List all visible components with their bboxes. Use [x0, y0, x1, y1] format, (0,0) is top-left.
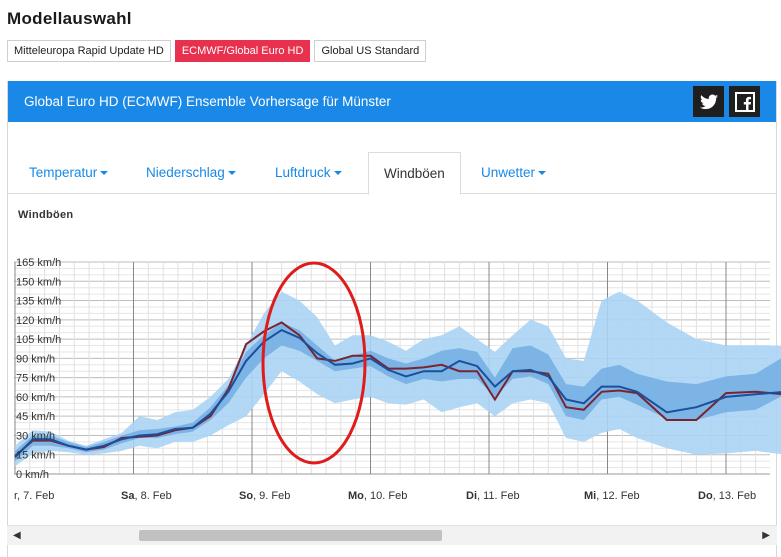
model-button-mitteleuropa[interactable]: Mitteleuropa Rapid Update HD — [7, 40, 171, 62]
highlight-ellipse — [261, 261, 367, 465]
x-tick-label: So, 9. Feb — [239, 490, 290, 502]
x-tick-label: Sa, 8. Feb — [121, 490, 172, 502]
tab-niederschlag[interactable]: Niederschlag — [146, 152, 236, 194]
ensemble-lines — [14, 321, 781, 459]
tab-windboeen[interactable]: Windböen — [368, 152, 461, 195]
y-tick-label: 75 km/h — [16, 373, 55, 385]
chart-scrollbar[interactable]: ◀ ▶ — [7, 525, 777, 545]
tab-luftdruck[interactable]: Luftdruck — [275, 152, 342, 194]
tab-label: Niederschlag — [146, 165, 225, 180]
facebook-share-button[interactable] — [729, 86, 760, 117]
tab-label: Temperatur — [29, 165, 98, 180]
x-tick-label: Do, 13. Feb — [698, 490, 756, 502]
caret-down-icon — [100, 171, 109, 176]
x-tick-label: Di, 11. Feb — [466, 490, 520, 502]
y-tick-label: 30 km/h — [16, 430, 55, 442]
x-tick-label: r, 7. Feb — [14, 490, 54, 502]
parameter-tabs: Temperatur Niederschlag Luftdruck Windbö… — [8, 152, 776, 195]
y-tick-label: 150 km/h — [16, 276, 61, 288]
wind-gust-chart[interactable]: 0 km/h 15 km/h 30 km/h 45 km/h 60 km/h 75 km/… — [0, 0, 781, 520]
y-axis-labels: 0 km/h 15 km/h 30 km/h 45 km/h 60 km/h 75 km/… — [16, 257, 61, 481]
tab-label: Windböen — [384, 166, 445, 181]
facebook-icon — [734, 91, 755, 112]
x-axis-labels: r, 7. Feb Sa, 8. Feb So, 9. Feb Mo, 10. Feb… — [14, 490, 756, 502]
y-tick-label: 0 km/h — [16, 469, 49, 481]
scroll-left-arrow-icon[interactable]: ◀ — [13, 530, 21, 541]
tab-temperatur[interactable]: Temperatur — [29, 152, 109, 194]
caret-down-icon — [227, 171, 236, 176]
tab-label: Luftdruck — [275, 165, 331, 180]
y-tick-label: 165 km/h — [16, 257, 61, 269]
twitter-icon — [699, 94, 718, 109]
twitter-share-button[interactable] — [693, 86, 724, 117]
chart-section-label: Windböen — [18, 209, 74, 221]
forecast-panel: Global Euro HD (ECMWF) Ensemble Vorhersa… — [7, 81, 777, 557]
caret-down-icon — [333, 171, 342, 176]
y-tick-label: 105 km/h — [16, 334, 61, 346]
x-tick-label: Mi, 12. Feb — [584, 490, 640, 502]
caret-down-icon — [538, 171, 547, 176]
panel-header: Global Euro HD (ECMWF) Ensemble Vorhersa… — [8, 81, 776, 122]
model-button-global-us[interactable]: Global US Standard — [314, 40, 427, 62]
model-button-ecmwf[interactable]: ECMWF/Global Euro HD — [174, 40, 311, 62]
median-line — [14, 328, 781, 459]
page-title: Modellauswahl — [7, 9, 132, 28]
panel-title: Global Euro HD (ECMWF) Ensemble Vorhersa… — [24, 94, 391, 109]
model-selector: Mitteleuropa Rapid Update HD ECMWF/Globa… — [7, 40, 427, 62]
tab-unwetter[interactable]: Unwetter — [481, 152, 547, 194]
y-tick-label: 135 km/h — [16, 296, 61, 308]
y-tick-label: 15 km/h — [16, 450, 55, 462]
y-tick-label: 90 km/h — [16, 353, 55, 365]
tab-label: Unwetter — [481, 165, 536, 180]
y-tick-label: 45 km/h — [16, 411, 55, 423]
y-tick-label: 60 km/h — [16, 392, 55, 404]
scroll-right-arrow-icon[interactable]: ▶ — [762, 530, 770, 541]
y-tick-label: 120 km/h — [16, 315, 61, 327]
x-tick-label: Mo, 10. Feb — [348, 490, 407, 502]
scroll-thumb[interactable] — [139, 530, 442, 541]
